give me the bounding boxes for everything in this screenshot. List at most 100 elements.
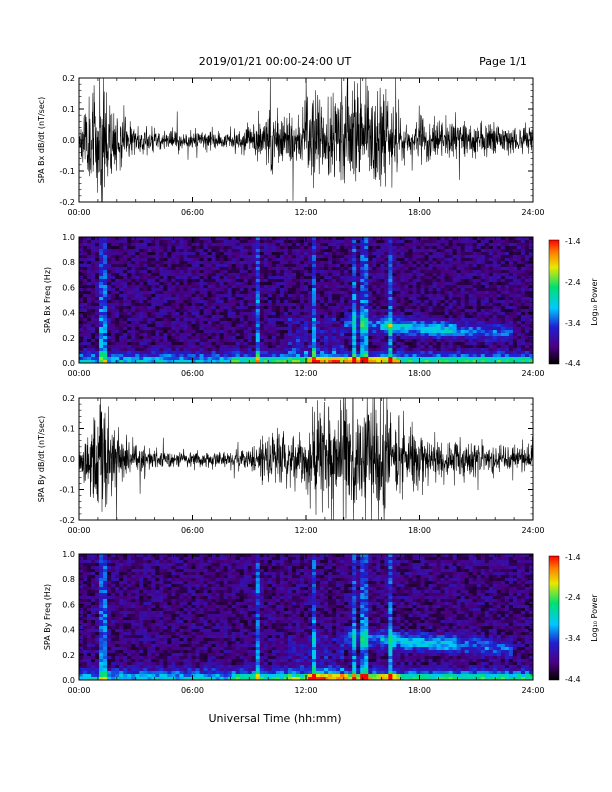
spectrogram-cell: [496, 297, 502, 301]
spectrogram-cell: [223, 243, 229, 247]
spectrogram-cell: [103, 348, 108, 352]
spectrogram-cell: [420, 312, 425, 316]
spectrogram-cell: [456, 246, 462, 250]
spectrogram-cell: [259, 249, 265, 253]
spectrogram-cell: [243, 279, 249, 283]
spectrogram-cell: [187, 264, 192, 268]
spectrogram-cell: [352, 303, 357, 307]
spectrogram-cell: [368, 261, 373, 265]
spectrogram-cell: [163, 285, 168, 289]
spectrogram-cell: [436, 348, 441, 352]
spectrogram-cell: [400, 327, 405, 331]
spectrogram-cell: [243, 243, 249, 247]
spectrogram-cell: [320, 270, 325, 274]
spectrogram-cell: [259, 240, 265, 244]
spectrogram-cell: [496, 255, 502, 259]
spectrogram-cell: [528, 330, 534, 334]
spectrogram-cell: [376, 348, 381, 352]
spectrogram-cell: [492, 273, 498, 277]
spectrogram-cell: [360, 303, 365, 307]
spectrogram-cell: [384, 345, 389, 349]
spectrogram-cell: [476, 294, 482, 298]
spectrogram-cell: [504, 321, 510, 325]
spectrogram-cell: [396, 270, 401, 274]
spectrogram-cell: [420, 345, 425, 349]
spectrogram-cell: [235, 342, 241, 346]
spectrogram-cell: [295, 330, 301, 334]
spectrogram-cell: [139, 312, 144, 316]
spectrogram-cell: [143, 348, 148, 352]
spectrogram-cell: [388, 294, 393, 298]
spectrogram-cell: [404, 354, 409, 358]
spectrogram-cell: [528, 258, 534, 262]
spectrogram-cell: [119, 345, 124, 349]
spectrogram-cell: [480, 255, 486, 259]
spectrogram-cell: [360, 285, 365, 289]
spectrogram-cell: [420, 351, 425, 355]
spectrogram-cell: [83, 267, 88, 271]
spectrogram-cell: [259, 318, 265, 322]
spectrogram-cell: [247, 261, 253, 265]
spectrogram-cell: [143, 318, 148, 322]
spectrogram-cell: [271, 324, 277, 328]
spectrogram-cell: [227, 318, 233, 322]
spectrogram-cell: [508, 282, 514, 286]
spectrogram-cell: [131, 327, 136, 331]
spectrogram-cell: [316, 252, 321, 256]
spectrogram-cell: [492, 270, 498, 274]
spectrogram-cell: [207, 258, 212, 262]
spectrogram-cell: [392, 312, 397, 316]
spectrogram-cell: [215, 333, 221, 337]
spectrogram-cell: [103, 330, 108, 334]
spectrogram-cell: [115, 261, 120, 265]
spectrogram-cell: [163, 249, 168, 253]
spectrogram-cell: [400, 318, 405, 322]
spectrogram-cell: [227, 342, 233, 346]
spectrogram-cell: [400, 357, 405, 361]
spectrogram-cell: [340, 246, 345, 250]
spectrogram-cell: [460, 249, 466, 253]
spectrogram-cell: [512, 333, 518, 337]
spectrogram-cell: [408, 270, 413, 274]
spectrogram-cell: [259, 315, 265, 319]
spectrogram-cell: [139, 324, 144, 328]
spectrogram-cell: [468, 264, 474, 268]
spectrogram-cell: [95, 339, 100, 343]
spectrogram-cell: [223, 252, 229, 256]
spectrogram-cell: [408, 360, 413, 364]
spectrogram-cell: [436, 282, 441, 286]
spectrogram-cell: [524, 303, 530, 307]
spectrogram-cell: [408, 333, 413, 337]
spectrogram-cell: [203, 330, 208, 334]
spectrogram-cell: [103, 342, 108, 346]
spectrogram-cell: [231, 267, 237, 271]
spectrogram-cell: [308, 270, 313, 274]
spectrogram-cell: [484, 249, 490, 253]
spectrogram-cell: [396, 288, 401, 292]
spectrogram-cell: [251, 276, 257, 280]
spectrogram-cell: [147, 258, 152, 262]
spectrogram-cell: [171, 321, 176, 325]
spectrogram-cell: [356, 354, 361, 358]
spectrogram-cell: [432, 357, 437, 361]
spectrogram-cell: [412, 246, 417, 250]
spectrogram-cell: [440, 258, 446, 262]
spectrogram-cell: [79, 267, 84, 271]
spectrogram-cell: [364, 354, 369, 358]
spectrogram-cell: [263, 237, 269, 241]
spectrogram-cell: [480, 327, 486, 331]
spectrogram-cell: [372, 294, 377, 298]
spectrogram-cell: [412, 309, 417, 313]
spectrogram-cell: [215, 336, 221, 340]
spectrogram-cell: [504, 240, 510, 244]
spectrogram-cell: [516, 303, 522, 307]
spectrogram-cell: [308, 309, 313, 313]
spectrogram-cell: [316, 264, 321, 268]
spectrogram-cell: [287, 294, 293, 298]
spectrogram-cell: [291, 258, 297, 262]
spectrogram-cell: [336, 324, 341, 328]
spectrogram-cell: [283, 339, 289, 343]
spectrogram-cell: [271, 357, 277, 361]
spectrogram-cell: [143, 249, 148, 253]
spectrogram-cell: [151, 276, 156, 280]
